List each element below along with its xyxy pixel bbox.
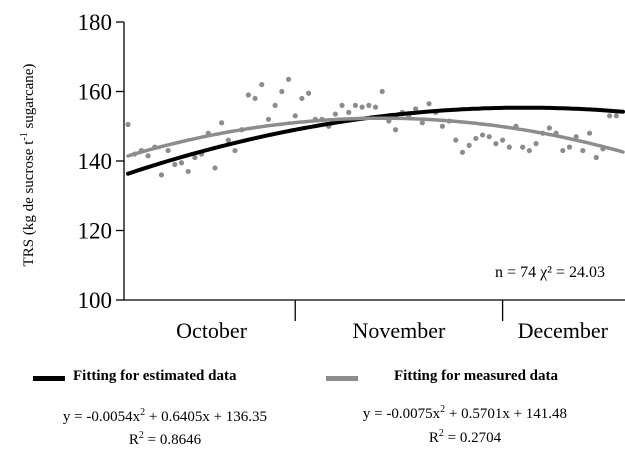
data-point — [259, 81, 265, 88]
legend-label-measured: Fitting for measured data — [394, 368, 559, 384]
data-point — [459, 149, 466, 155]
data-point — [453, 137, 459, 143]
legend-line-estimated — [33, 376, 65, 381]
data-point — [426, 101, 432, 107]
fit-line-measured — [126, 116, 625, 158]
month-label: December — [518, 318, 609, 343]
data-point — [546, 125, 553, 131]
data-point — [219, 120, 225, 126]
data-point — [413, 106, 419, 112]
data-point — [285, 76, 292, 82]
data-point — [593, 154, 599, 161]
y-tick-label: 100 — [78, 288, 113, 313]
data-point — [493, 141, 499, 147]
data-point — [533, 141, 539, 147]
data-point — [165, 147, 171, 154]
data-point — [607, 113, 613, 119]
data-point — [580, 147, 586, 154]
data-point — [279, 88, 285, 95]
data-point — [346, 109, 352, 115]
data-point — [232, 147, 238, 154]
data-point — [372, 104, 379, 110]
data-point — [586, 130, 593, 136]
legend-line-measured — [326, 376, 358, 381]
data-point — [178, 160, 185, 166]
equation-estimated: y = -0.0054x2 + 0.6405x + 136.35 — [62, 407, 268, 425]
data-point — [192, 154, 198, 161]
month-label: October — [176, 318, 248, 343]
data-point — [560, 147, 566, 154]
y-tick-label: 180 — [78, 10, 113, 35]
data-point — [526, 147, 532, 154]
y-axis-label: TRS (kg de sucrose t-1 sugarcane) — [19, 64, 37, 267]
y-tick-label: 160 — [78, 80, 113, 105]
data-point — [439, 123, 445, 129]
data-point — [272, 102, 278, 108]
data-point — [292, 113, 298, 119]
data-point — [212, 165, 218, 171]
data-point — [339, 102, 345, 108]
data-point — [419, 120, 425, 126]
data-point — [466, 142, 472, 148]
data-point — [265, 116, 272, 122]
data-point — [479, 132, 486, 138]
data-point — [473, 135, 479, 142]
data-point — [359, 104, 365, 110]
data-point — [486, 134, 492, 140]
data-point — [252, 95, 258, 102]
legend-label-estimated: Fitting for estimated data — [73, 368, 237, 384]
data-point — [566, 144, 573, 150]
data-point — [245, 92, 252, 98]
r2-measured: R2 = 0.2704 — [428, 428, 502, 446]
r2-estimated: R2 = 0.8646 — [128, 430, 202, 448]
y-tick-label: 120 — [78, 219, 113, 244]
data-point — [332, 111, 338, 117]
data-point — [225, 137, 231, 143]
data-point — [185, 168, 191, 175]
data-point — [520, 144, 526, 150]
data-point — [299, 95, 305, 102]
data-point — [172, 161, 178, 168]
data-point — [306, 90, 312, 96]
data-point — [613, 113, 619, 119]
data-point — [379, 88, 385, 95]
data-point — [506, 144, 512, 150]
data-point — [392, 127, 399, 133]
data-point — [573, 134, 579, 140]
data-point — [499, 137, 506, 143]
month-label: November — [352, 318, 446, 343]
data-point — [352, 102, 359, 108]
data-point — [366, 102, 372, 108]
equation-measured: y = -0.0075x2 + 0.5701x + 141.48 — [362, 404, 568, 422]
y-tick-label: 140 — [78, 149, 113, 174]
data-point — [125, 121, 131, 128]
data-point — [145, 153, 151, 159]
data-point — [158, 172, 165, 178]
fit-annotation: n = 74 χ² = 24.03 — [495, 264, 605, 281]
